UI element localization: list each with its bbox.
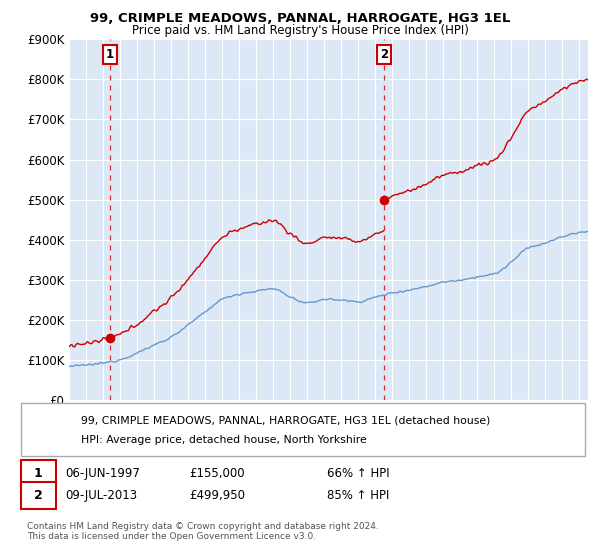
Text: 99, CRIMPLE MEADOWS, PANNAL, HARROGATE, HG3 1EL (detached house): 99, CRIMPLE MEADOWS, PANNAL, HARROGATE, …	[81, 416, 490, 426]
Text: Price paid vs. HM Land Registry's House Price Index (HPI): Price paid vs. HM Land Registry's House …	[131, 24, 469, 36]
Text: 99, CRIMPLE MEADOWS, PANNAL, HARROGATE, HG3 1EL: 99, CRIMPLE MEADOWS, PANNAL, HARROGATE, …	[90, 12, 510, 25]
Text: 2: 2	[380, 48, 388, 61]
Text: 85% ↑ HPI: 85% ↑ HPI	[327, 489, 389, 502]
Text: 1: 1	[34, 466, 43, 480]
Text: HPI: Average price, detached house, North Yorkshire: HPI: Average price, detached house, Nort…	[81, 435, 367, 445]
Text: 1: 1	[106, 48, 114, 61]
Text: £499,950: £499,950	[189, 489, 245, 502]
Text: Contains HM Land Registry data © Crown copyright and database right 2024.
This d: Contains HM Land Registry data © Crown c…	[27, 522, 379, 542]
Text: 09-JUL-2013: 09-JUL-2013	[65, 489, 137, 502]
Text: 2: 2	[34, 489, 43, 502]
Text: 06-JUN-1997: 06-JUN-1997	[65, 466, 140, 480]
Text: £155,000: £155,000	[189, 466, 245, 480]
Text: 66% ↑ HPI: 66% ↑ HPI	[327, 466, 389, 480]
